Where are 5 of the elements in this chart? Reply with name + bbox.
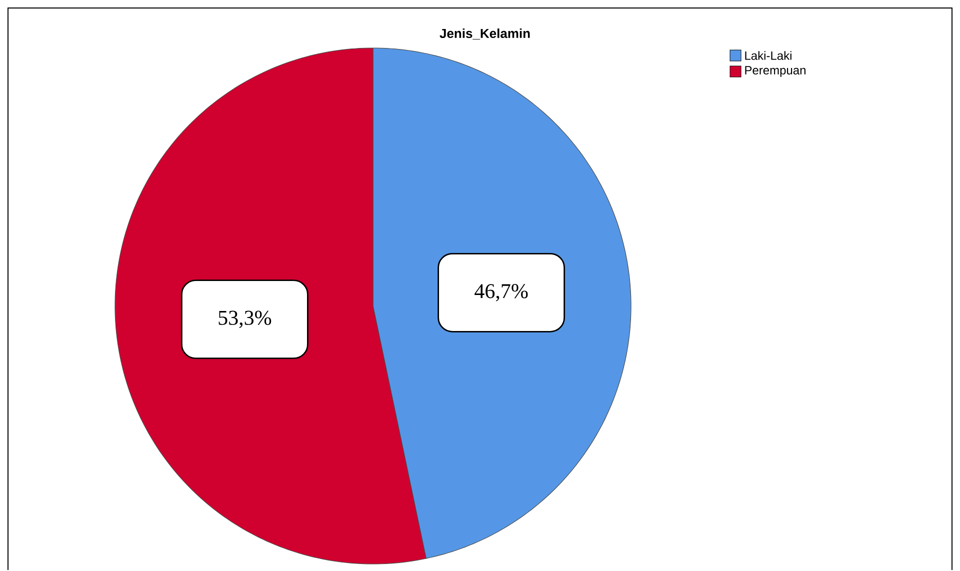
data-label: 46,7% (474, 284, 528, 302)
legend-label: Perempuan (745, 66, 806, 78)
chart-title: Jenis_Kelamin (440, 28, 530, 40)
legend-label: Laki-Laki (745, 51, 792, 60)
data-label: 53,3% (218, 311, 272, 328)
